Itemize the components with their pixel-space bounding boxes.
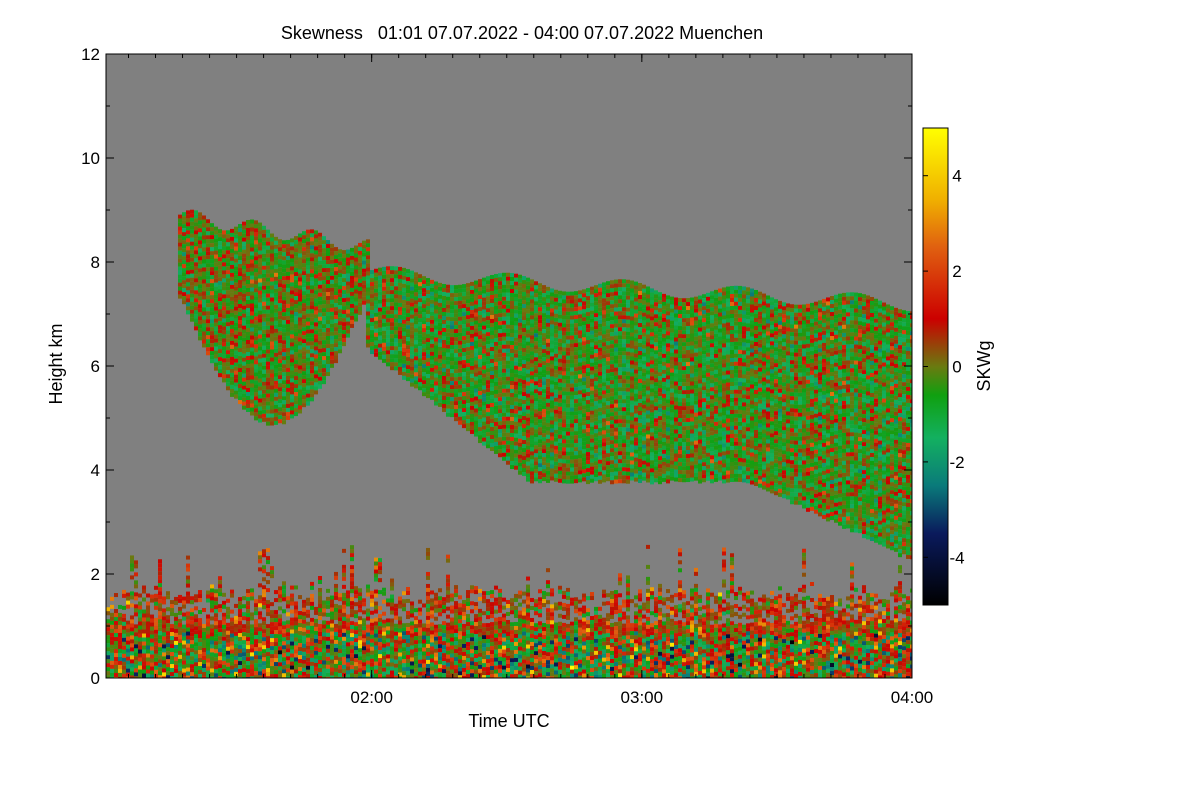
y-tick-label: 12 [81, 45, 100, 64]
colorbar-label: SKWg [974, 340, 994, 391]
colorbar-tick-label: -4 [949, 548, 964, 567]
x-axis: 02:00 03:00 04:00 [128, 54, 934, 707]
colorbar-tick-label: 4 [952, 167, 961, 186]
colorbar-axis: -4 -2 0 2 4 [923, 167, 965, 567]
colorbar-tick-label: 0 [952, 358, 961, 377]
x-tick-label: 04:00 [891, 688, 934, 707]
y-tick-label: 4 [91, 461, 100, 480]
x-tick-label: 02:00 [350, 688, 393, 707]
y-tick-label: 8 [91, 253, 100, 272]
y-tick-label: 10 [81, 149, 100, 168]
y-tick-label: 2 [91, 565, 100, 584]
x-tick-label: 03:00 [621, 688, 664, 707]
chart-title: Skewness 01:01 07.07.2022 - 04:00 07.07.… [281, 23, 763, 43]
y-axis: 0 2 4 6 8 10 12 [81, 45, 912, 688]
skewness-field [106, 209, 912, 678]
y-tick-label: 0 [91, 669, 100, 688]
y-tick-label: 6 [91, 357, 100, 376]
colorbar-tick-label: 2 [952, 262, 961, 281]
y-axis-label: Height km [46, 323, 66, 404]
colorbar-tick-label: -2 [949, 453, 964, 472]
x-axis-label: Time UTC [468, 711, 549, 731]
